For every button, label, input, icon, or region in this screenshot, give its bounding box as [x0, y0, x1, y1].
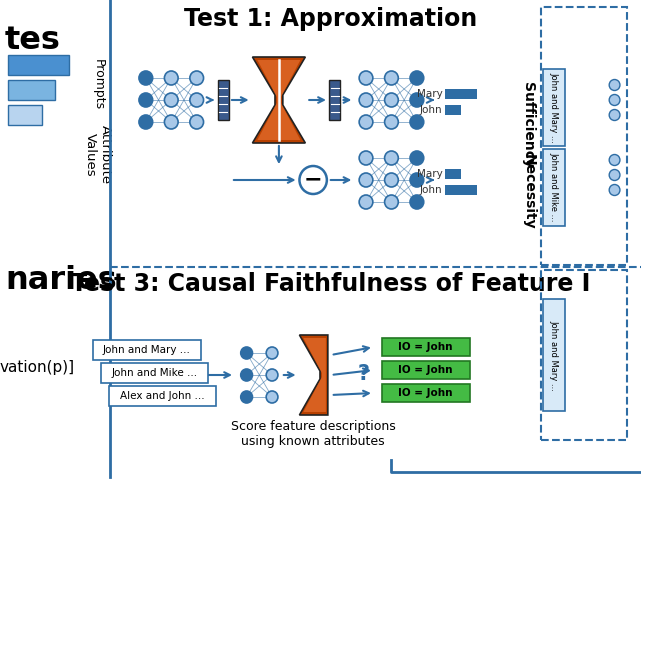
Text: Sufficiency: Sufficiency — [521, 82, 535, 168]
Circle shape — [266, 391, 278, 403]
Bar — [8, 55, 69, 75]
Circle shape — [384, 151, 398, 165]
Circle shape — [266, 369, 278, 381]
Circle shape — [190, 71, 204, 85]
Circle shape — [359, 115, 373, 129]
FancyBboxPatch shape — [109, 386, 216, 406]
Text: −: − — [304, 169, 322, 189]
Text: John and Mary ...: John and Mary ... — [103, 345, 191, 355]
Circle shape — [609, 109, 620, 121]
Circle shape — [609, 170, 620, 181]
Text: naries: naries — [5, 265, 117, 296]
FancyBboxPatch shape — [217, 80, 229, 120]
FancyBboxPatch shape — [382, 361, 470, 379]
Text: John and Mike ...: John and Mike ... — [550, 152, 559, 222]
Circle shape — [139, 71, 153, 85]
Circle shape — [359, 71, 373, 85]
Circle shape — [384, 115, 398, 129]
Text: Necessity: Necessity — [521, 154, 535, 230]
Circle shape — [410, 71, 424, 85]
FancyBboxPatch shape — [543, 299, 565, 411]
Circle shape — [609, 94, 620, 105]
Bar — [445, 89, 477, 99]
Polygon shape — [299, 335, 328, 415]
Circle shape — [384, 173, 398, 187]
Circle shape — [139, 115, 153, 129]
Text: John and Mary ...: John and Mary ... — [550, 71, 559, 142]
Polygon shape — [257, 60, 301, 140]
Circle shape — [164, 93, 178, 107]
FancyBboxPatch shape — [93, 340, 200, 360]
Circle shape — [190, 115, 204, 129]
Circle shape — [139, 93, 153, 107]
Circle shape — [241, 391, 252, 403]
Text: IO = John: IO = John — [398, 365, 453, 375]
Circle shape — [359, 151, 373, 165]
Circle shape — [410, 93, 424, 107]
FancyBboxPatch shape — [382, 338, 470, 356]
Bar — [445, 105, 461, 115]
Circle shape — [164, 71, 178, 85]
Bar — [8, 105, 42, 125]
FancyBboxPatch shape — [329, 80, 340, 120]
Circle shape — [190, 93, 204, 107]
FancyBboxPatch shape — [543, 69, 565, 146]
Polygon shape — [303, 338, 326, 412]
Circle shape — [609, 79, 620, 90]
Text: vation(p)]: vation(p)] — [0, 360, 75, 375]
Text: Mary: Mary — [417, 89, 442, 99]
Bar — [445, 185, 477, 195]
Circle shape — [410, 195, 424, 209]
FancyBboxPatch shape — [382, 384, 470, 402]
Circle shape — [609, 185, 620, 195]
Text: John and Mike ...: John and Mike ... — [111, 368, 198, 378]
Text: Mary: Mary — [417, 169, 442, 179]
Circle shape — [410, 173, 424, 187]
Text: Test 1: Approximation: Test 1: Approximation — [184, 7, 477, 31]
Bar — [445, 169, 461, 179]
Circle shape — [384, 71, 398, 85]
Circle shape — [384, 195, 398, 209]
Bar — [8, 80, 55, 100]
Text: Prompts: Prompts — [91, 60, 104, 111]
Circle shape — [241, 369, 252, 381]
Text: Test 3: Causal Faithfulness of Feature I: Test 3: Causal Faithfulness of Feature I — [71, 272, 590, 296]
Circle shape — [359, 173, 373, 187]
Text: Alex and John ...: Alex and John ... — [120, 391, 205, 401]
Circle shape — [299, 166, 327, 194]
FancyBboxPatch shape — [543, 149, 565, 226]
Text: John: John — [420, 185, 442, 195]
Circle shape — [241, 347, 252, 359]
Circle shape — [410, 151, 424, 165]
Circle shape — [164, 115, 178, 129]
Circle shape — [609, 155, 620, 166]
Circle shape — [266, 347, 278, 359]
Text: tes: tes — [5, 25, 61, 56]
Circle shape — [410, 115, 424, 129]
Text: John: John — [420, 105, 442, 115]
Text: ?: ? — [358, 364, 370, 384]
Text: John and Mary ...: John and Mary ... — [550, 320, 559, 390]
Polygon shape — [252, 57, 305, 143]
Text: IO = John: IO = John — [398, 342, 453, 352]
Circle shape — [384, 93, 398, 107]
Text: Score feature descriptions
using known attributes: Score feature descriptions using known a… — [231, 420, 396, 448]
Text: IO = John: IO = John — [398, 388, 453, 398]
Circle shape — [359, 195, 373, 209]
FancyBboxPatch shape — [101, 363, 208, 383]
Circle shape — [359, 93, 373, 107]
Text: Attribute
Values: Attribute Values — [84, 126, 112, 185]
